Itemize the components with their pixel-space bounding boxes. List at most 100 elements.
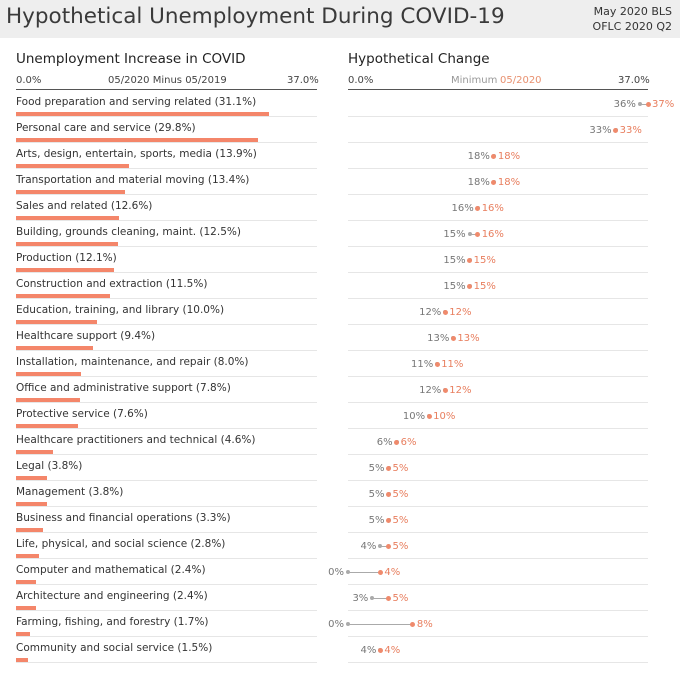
category-label: Office and administrative support (7.8%)	[16, 382, 231, 394]
may2020-value-label: 16%	[481, 203, 504, 214]
row-track	[16, 428, 317, 429]
right-axis-max: 37.0%	[618, 75, 650, 86]
category-label: Computer and mathematical (2.4%)	[16, 564, 206, 576]
minimum-value-label: 4%	[360, 541, 377, 552]
category-label: Installation, maintenance, and repair (8…	[16, 356, 249, 368]
may2020-dot	[475, 206, 481, 211]
category-label: Architecture and engineering (2.4%)	[16, 590, 208, 602]
may2020-value-label: 5%	[392, 541, 409, 552]
increase-bar	[16, 268, 115, 272]
minimum-value-label: 0%	[328, 619, 344, 630]
right-axis-minimum-label: Minimum	[451, 75, 498, 86]
may2020-value-label: 18%	[497, 177, 521, 188]
minimum-value-label: 18%	[467, 151, 490, 162]
may2020-value-label: 15%	[473, 255, 496, 266]
row-track	[348, 558, 648, 559]
may2020-value-label: 12%	[449, 385, 472, 396]
may2020-dot	[613, 128, 619, 133]
increase-bar	[16, 398, 80, 402]
may2020-value-label: 16%	[481, 229, 504, 240]
row-track	[348, 246, 648, 247]
minimum-dot	[346, 570, 350, 574]
minimum-dot	[378, 544, 383, 548]
may2020-dot	[426, 414, 432, 419]
may2020-value-label: 13%	[457, 333, 480, 344]
source-label-bls: May 2020 BLS	[593, 5, 672, 18]
may2020-dot	[467, 284, 473, 289]
increase-bar	[16, 320, 98, 324]
row-track	[16, 246, 317, 247]
left-axis-min: 0.0%	[16, 75, 42, 86]
may2020-dot	[475, 232, 481, 237]
source-label-oflc: OFLC 2020 Q2	[592, 20, 672, 33]
category-label: Construction and extraction (11.5%)	[16, 278, 208, 290]
row-track	[348, 350, 648, 351]
increase-bar	[16, 450, 54, 454]
increase-bar	[16, 658, 29, 662]
may2020-dot	[645, 102, 651, 107]
minimum-dot	[346, 622, 350, 626]
category-label: Personal care and service (29.8%)	[16, 122, 196, 134]
category-label: Transportation and material moving (13.4…	[16, 174, 250, 186]
minimum-value-label: 5%	[368, 463, 385, 474]
row-track	[16, 610, 317, 611]
increase-bar	[16, 424, 78, 428]
category-label: Sales and related (12.6%)	[16, 200, 153, 212]
may2020-dot	[434, 362, 440, 367]
right-axis-line	[348, 89, 648, 90]
category-label: Arts, design, entertain, sports, media (…	[16, 148, 257, 160]
minimum-value-label: 36%	[613, 99, 636, 110]
right-axis-min: 0.0%	[348, 75, 374, 86]
row-track	[16, 272, 317, 273]
increase-bar	[16, 242, 118, 246]
minimum-dot	[467, 232, 472, 236]
may2020-value-label: 33%	[619, 125, 642, 136]
may2020-dot	[386, 518, 391, 523]
row-track	[348, 298, 648, 299]
change-line	[380, 546, 389, 547]
minimum-dot	[370, 596, 375, 600]
may2020-dot	[442, 388, 448, 393]
change-line	[469, 234, 478, 235]
left-axis-caption: 05/2020 Minus 05/2019	[108, 75, 227, 86]
may2020-value-label: 4%	[384, 645, 401, 656]
row-track	[348, 324, 648, 325]
row-track	[16, 454, 317, 455]
may2020-dot	[491, 154, 497, 159]
category-label: Production (12.1%)	[16, 252, 117, 264]
row-track	[16, 506, 317, 507]
row-track	[16, 168, 317, 169]
row-track	[348, 532, 648, 533]
row-track	[348, 454, 648, 455]
row-track	[16, 402, 317, 403]
row-track	[348, 506, 648, 507]
increase-bar	[16, 164, 130, 168]
row-track	[16, 350, 317, 351]
increase-bar	[16, 476, 47, 480]
row-track	[16, 324, 317, 325]
change-line	[348, 624, 413, 625]
row-track	[348, 272, 648, 273]
increase-bar	[16, 606, 36, 610]
minimum-value-label: 15%	[443, 281, 466, 292]
right-panel-title: Hypothetical Change	[348, 51, 490, 67]
row-track	[16, 636, 317, 637]
may2020-value-label: 4%	[384, 567, 401, 578]
increase-bar	[16, 346, 93, 350]
increase-bar	[16, 112, 269, 116]
row-track	[348, 428, 648, 429]
row-track	[348, 376, 648, 377]
row-track	[348, 142, 648, 143]
minimum-value-label: 6%	[376, 437, 393, 448]
increase-bar	[16, 294, 110, 298]
increase-bar	[16, 502, 47, 506]
row-track	[348, 662, 648, 663]
may2020-value-label: 11%	[441, 359, 464, 370]
increase-bar	[16, 554, 39, 558]
may2020-value-label: 15%	[473, 281, 496, 292]
may2020-dot	[467, 258, 473, 263]
row-track	[16, 376, 317, 377]
left-axis-max: 37.0%	[287, 75, 319, 86]
minimum-value-label: 15%	[443, 229, 466, 240]
minimum-value-label: 33%	[589, 125, 612, 136]
